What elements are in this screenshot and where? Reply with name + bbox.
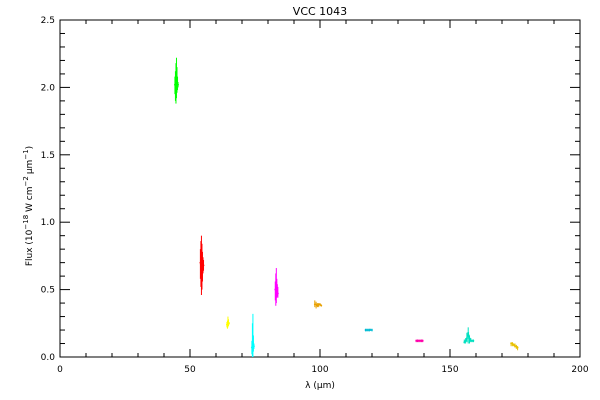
data-point: [274, 288, 277, 291]
x-axis-ticks: 0 50 100 150 200: [57, 20, 589, 375]
data-point: [253, 345, 255, 348]
data-point: [313, 303, 316, 306]
data-point: [320, 304, 323, 307]
data-point: [471, 339, 473, 342]
data-point: [514, 345, 516, 348]
data-point: [199, 261, 202, 264]
data-point: [415, 339, 418, 342]
y-tick-label: 0.5: [41, 286, 55, 296]
data-point: [365, 329, 368, 331]
y-label-mid2: μm: [25, 160, 35, 175]
data-point: [200, 272, 203, 275]
y-label-exp1: −18: [22, 215, 30, 230]
data-point: [174, 83, 176, 86]
data-point: [201, 259, 204, 261]
data-point: [367, 329, 369, 331]
data-point: [469, 339, 472, 342]
data-point: [252, 343, 255, 346]
data-point: [250, 346, 253, 349]
y-tick-label: 1.5: [41, 151, 55, 161]
x-tick-label: 0: [57, 365, 63, 375]
data-point: [368, 329, 371, 331]
data-point: [276, 291, 279, 294]
data-point: [421, 339, 424, 342]
data-point: [419, 339, 421, 342]
data-point: [364, 329, 367, 331]
data-series: [364, 328, 373, 332]
data-point: [227, 321, 229, 323]
y-axis-ticks: 0.0 0.5 1.0 1.5 2.0 2.5: [41, 16, 580, 363]
data-point: [511, 342, 514, 345]
data-point: [175, 81, 177, 83]
data-point: [202, 264, 205, 267]
data-point: [463, 341, 466, 344]
series-layer: [174, 57, 519, 357]
data-point: [201, 264, 203, 267]
x-tick-label: 50: [184, 365, 196, 375]
data-series: [174, 57, 179, 104]
x-axis-label: λ (μm): [305, 381, 335, 391]
y-label-suffix: ): [25, 146, 35, 150]
x-tick-label: 200: [571, 365, 588, 375]
data-point: [416, 339, 419, 342]
data-point: [315, 303, 317, 306]
data-point: [417, 339, 420, 342]
data-point: [251, 342, 254, 345]
data-point: [316, 304, 319, 307]
data-series: [313, 300, 323, 309]
y-axis-label: Flux (10−18 W cm−2μm−1): [22, 146, 35, 266]
data-point: [275, 288, 278, 291]
data-series: [199, 235, 205, 295]
data-series: [274, 268, 279, 306]
data-series: [250, 313, 255, 357]
svg-text:Flux (10−18 W cm−2μm−1): Flux (10−18 W cm−2μm−1): [22, 146, 35, 266]
data-point: [371, 329, 373, 331]
data-point: [512, 343, 515, 346]
data-point: [472, 339, 475, 342]
data-point: [369, 329, 372, 331]
data-series: [463, 327, 475, 344]
data-point: [274, 286, 277, 288]
y-label-mid: W cm: [25, 187, 35, 215]
data-point: [252, 337, 254, 340]
data-point: [275, 281, 278, 284]
data-point: [200, 267, 202, 269]
y-label-exp3: −1: [22, 149, 30, 159]
data-point: [228, 322, 230, 325]
data-point: [177, 83, 179, 86]
x-tick-label: 100: [311, 365, 328, 375]
data-point: [319, 303, 321, 306]
y-label-prefix: Flux (10: [25, 229, 35, 266]
y-tick-label: 1.0: [41, 218, 56, 228]
data-point: [174, 86, 177, 89]
data-point: [175, 78, 178, 81]
data-point: [510, 342, 512, 345]
y-tick-label: 2.5: [41, 16, 55, 26]
chart-title: VCC 1043: [293, 5, 347, 18]
x-tick-label: 150: [441, 365, 458, 375]
y-tick-label: 2.0: [41, 83, 56, 93]
data-point: [467, 331, 470, 334]
y-label-exp2: −2: [22, 176, 30, 186]
data-point: [176, 85, 179, 87]
data-point: [176, 82, 178, 85]
data-point: [317, 303, 320, 306]
data-point: [202, 261, 204, 264]
data-point: [468, 337, 471, 340]
data-point: [464, 339, 467, 342]
data-point: [276, 292, 279, 295]
data-series: [415, 339, 424, 343]
data-series: [226, 316, 230, 329]
y-tick-label: 0.0: [41, 353, 56, 363]
data-point: [516, 346, 519, 349]
data-point: [466, 337, 468, 340]
data-point: [420, 339, 423, 342]
data-series: [510, 342, 519, 351]
data-point: [515, 345, 518, 348]
data-point: [226, 323, 228, 326]
